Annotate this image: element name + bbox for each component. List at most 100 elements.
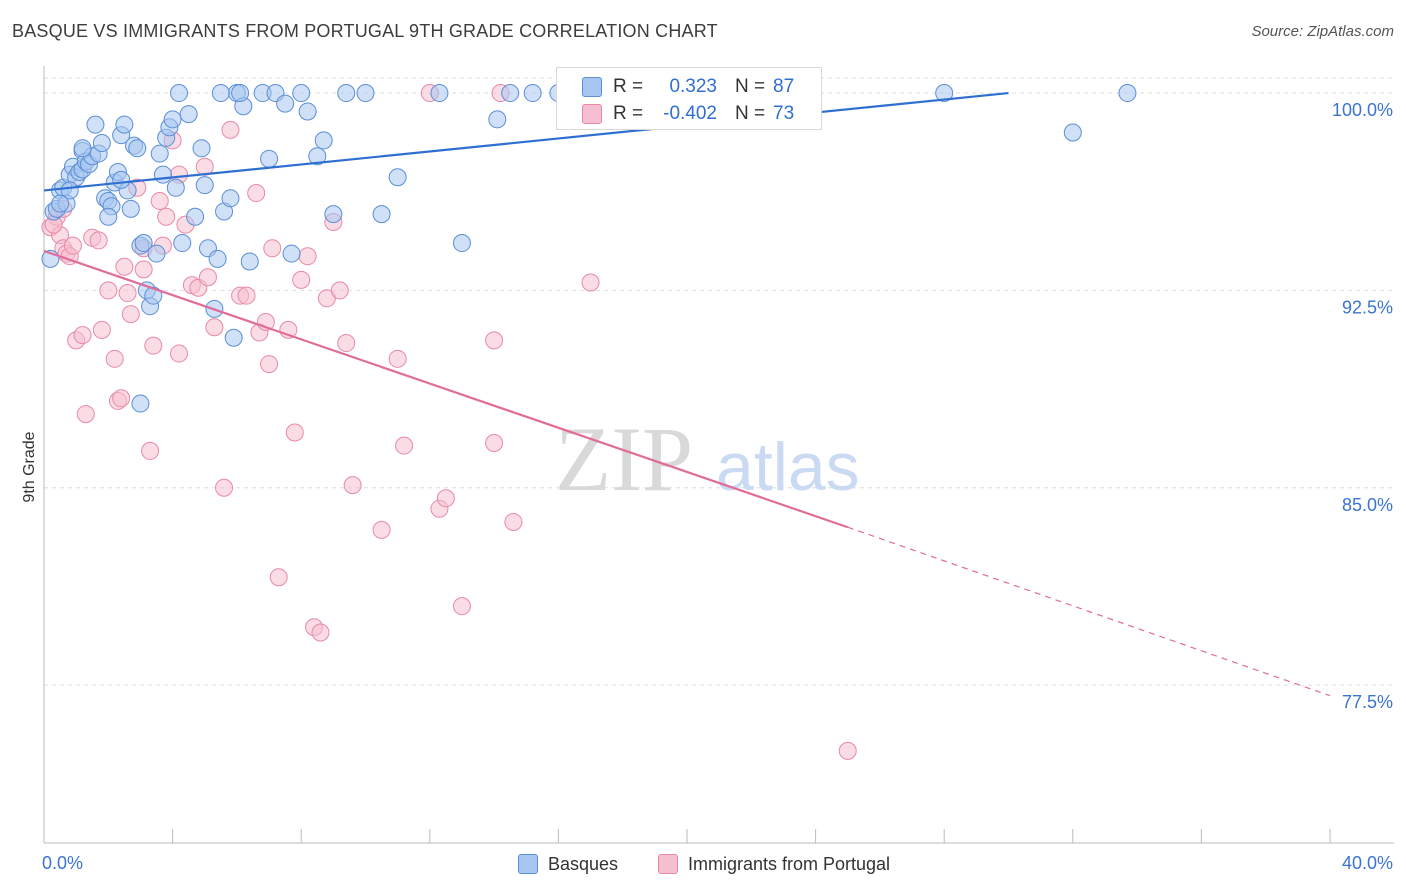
portugal-point	[330, 281, 349, 300]
basques-point	[356, 84, 375, 103]
portugal-point	[343, 476, 362, 495]
portugal-point	[260, 355, 279, 374]
trend-lines	[43, 91, 1331, 697]
portugal-point	[112, 389, 131, 408]
portugal-point	[115, 257, 134, 276]
basques-point	[308, 147, 327, 166]
portugal-point	[134, 260, 153, 279]
portugal-point	[118, 284, 137, 303]
basques-point	[153, 165, 172, 184]
legend-item-portugal[interactable]: Immigrants from Portugal	[658, 852, 890, 876]
basques-trend-line	[43, 91, 1009, 192]
basques-point	[195, 176, 214, 195]
portugal-point	[292, 270, 311, 289]
y-tick-label: 100.0%	[1332, 100, 1393, 120]
portugal-point	[311, 623, 330, 642]
basques-point	[1063, 123, 1082, 142]
portugal-trend-extension	[847, 526, 1331, 697]
portugal-point	[221, 120, 240, 139]
portugal-point	[298, 247, 317, 266]
portugal-point	[92, 320, 111, 339]
stats-row-portugal: R = -0.402 N = 73	[557, 102, 821, 126]
watermark-zip: ZIP	[555, 408, 693, 510]
portugal-point	[263, 239, 282, 258]
stats-row-basques: R = 0.323 N = 87	[557, 75, 821, 99]
basques-point	[388, 168, 407, 187]
basques-point	[1118, 84, 1137, 103]
portugal-point	[215, 478, 234, 497]
basques-point	[163, 110, 182, 129]
portugal-point	[395, 436, 414, 455]
basques-point	[73, 139, 92, 158]
basques-point	[231, 84, 250, 103]
portugal-point	[285, 423, 304, 442]
portugal-point	[269, 568, 288, 587]
basques-point	[112, 170, 131, 189]
legend-label-portugal: Immigrants from Portugal	[688, 853, 891, 874]
portugal-point	[436, 489, 455, 508]
portugal-point	[63, 236, 82, 255]
portugal-point	[157, 207, 176, 226]
basques-point	[298, 102, 317, 121]
legend-swatch-portugal	[658, 854, 678, 874]
basques-point	[935, 84, 954, 103]
basques-point	[186, 207, 205, 226]
basques-point	[221, 189, 240, 208]
basques-point	[372, 205, 391, 224]
legend-item-basques[interactable]: Basques	[518, 852, 618, 876]
portugal-trend-line	[43, 249, 849, 529]
basques-point	[430, 84, 449, 103]
stats-n-value-portugal: 73	[773, 103, 795, 124]
basques-point	[99, 207, 118, 226]
portugal-point	[485, 434, 504, 453]
basques-point	[147, 244, 166, 263]
axes	[43, 66, 1394, 844]
basques-point	[292, 84, 311, 103]
basques-point	[282, 244, 301, 263]
zipatlas-watermark: ZIP atlas	[555, 408, 860, 510]
basques-point	[51, 194, 70, 213]
series-basques-points	[41, 84, 1137, 413]
basques-point	[115, 115, 134, 134]
portugal-point	[105, 349, 124, 368]
basques-point	[452, 234, 471, 253]
portugal-point	[144, 336, 163, 355]
portugal-point	[372, 520, 391, 539]
basques-point	[170, 84, 189, 103]
portugal-point	[76, 405, 95, 424]
basques-point	[173, 234, 192, 253]
legend-swatch-basques	[518, 854, 538, 874]
basques-point	[276, 94, 295, 113]
portugal-point	[99, 281, 118, 300]
correlation-stats-box: R = 0.323 N = 87 R = -0.402 N = 73	[556, 67, 822, 130]
basques-point	[523, 84, 542, 103]
portugal-point	[73, 326, 92, 345]
chart-title: BASQUE VS IMMIGRANTS FROM PORTUGAL 9TH G…	[12, 21, 718, 41]
y-tick-labels: 100.0% 92.5% 85.0% 77.5%	[1332, 100, 1393, 712]
y-tick-label: 92.5%	[1342, 297, 1393, 317]
portugal-point	[581, 273, 600, 292]
basques-point	[128, 139, 147, 158]
stats-n-value-basques: 87	[773, 76, 795, 97]
portugal-point	[485, 331, 504, 350]
basques-point	[211, 84, 230, 103]
y-axis-label: 9th Grade	[21, 431, 38, 502]
x-tick-label-max: 40.0%	[1342, 853, 1393, 873]
y-tick-label: 85.0%	[1342, 495, 1393, 515]
basques-point	[208, 249, 227, 268]
portugal-point	[317, 289, 336, 308]
basques-point	[501, 84, 520, 103]
portugal-point	[388, 349, 407, 368]
basques-point	[179, 105, 198, 124]
stats-n-label: N =	[735, 103, 766, 124]
basques-point	[240, 252, 259, 271]
basques-point	[314, 131, 333, 150]
y-tick-label: 77.5%	[1342, 692, 1393, 712]
source-credit: Source: ZipAtlas.com	[1251, 23, 1394, 40]
stats-r-label: R =	[613, 76, 644, 97]
portugal-point	[504, 512, 523, 531]
basques-point	[92, 134, 111, 153]
basques-point	[166, 178, 185, 197]
watermark-atlas: atlas	[716, 429, 860, 505]
